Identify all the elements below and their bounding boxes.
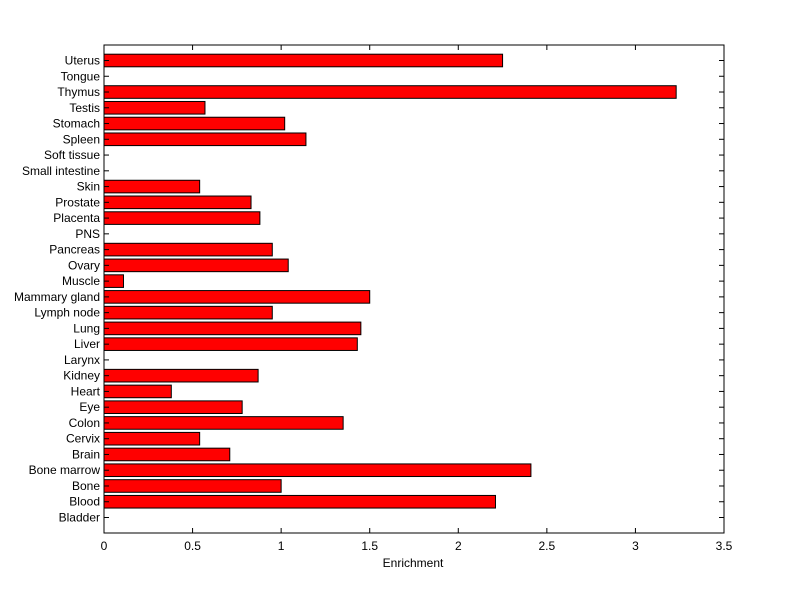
y-tick-label: Prostate	[55, 195, 100, 209]
bar	[103, 100, 206, 115]
bar	[103, 258, 289, 273]
y-tick-label: Heart	[71, 384, 101, 398]
x-axis-title: Enrichment	[383, 556, 444, 570]
y-tick-label: Brain	[72, 447, 100, 461]
y-tick-label: Kidney	[63, 369, 100, 383]
y-tick-label: PNS	[75, 227, 100, 241]
bar	[103, 416, 344, 430]
y-tick-label: Blood	[69, 495, 100, 509]
y-tick-label: Skin	[77, 180, 100, 194]
bar	[103, 321, 362, 336]
x-tick-label: 1.5	[361, 539, 378, 553]
bar	[103, 290, 371, 304]
y-tick-label: Pancreas	[49, 243, 100, 257]
y-tick-label: Spleen	[63, 132, 100, 146]
y-tick-label: Uterus	[65, 54, 100, 68]
bar	[103, 116, 286, 131]
bar	[103, 447, 231, 462]
y-tick-label: Bladder	[59, 511, 100, 525]
y-tick-label: Placenta	[53, 211, 100, 225]
y-tick-label: Small intestine	[22, 164, 100, 178]
y-tick-label: Colon	[69, 416, 100, 430]
y-tick-label: Thymus	[57, 85, 100, 99]
y-tick-label: Soft tissue	[44, 148, 100, 162]
bar	[103, 431, 201, 446]
y-tick-label: Cervix	[66, 432, 100, 446]
bar	[103, 479, 282, 493]
y-tick-label: Lymph node	[34, 306, 100, 320]
x-tick-label: 2.5	[539, 539, 556, 553]
bar	[103, 53, 504, 68]
x-tick-label: 3.5	[716, 539, 733, 553]
y-tick-label: Muscle	[62, 274, 100, 288]
x-tick-label: 0	[101, 539, 108, 553]
x-tick-label: 0.5	[184, 539, 201, 553]
y-tick-label: Eye	[79, 400, 100, 414]
bar	[103, 337, 358, 351]
bar	[103, 400, 243, 414]
bar	[103, 195, 252, 210]
x-tick-label: 3	[632, 539, 639, 553]
bar	[103, 384, 172, 399]
bar	[103, 463, 532, 478]
y-tick-label: Ovary	[68, 258, 100, 272]
x-tick-label: 2	[455, 539, 462, 553]
y-tick-label: Larynx	[64, 353, 100, 367]
bar	[103, 179, 201, 194]
bar	[103, 85, 677, 99]
bar	[103, 242, 273, 257]
bar	[103, 305, 273, 320]
y-tick-label: Stomach	[53, 117, 100, 131]
y-tick-label: Bone marrow	[29, 463, 101, 477]
y-tick-label: Bone	[72, 479, 100, 493]
bar	[103, 132, 307, 147]
y-tick-label: Liver	[74, 337, 100, 351]
y-tick-label: Tongue	[61, 69, 101, 83]
y-tick-label: Lung	[73, 321, 100, 335]
bar	[103, 368, 259, 383]
y-tick-label: Testis	[69, 101, 100, 115]
bar	[103, 211, 261, 225]
x-tick-label: 1	[278, 539, 285, 553]
bar	[103, 494, 496, 509]
plot-frame	[103, 44, 725, 534]
y-tick-label: Mammary gland	[14, 290, 100, 304]
